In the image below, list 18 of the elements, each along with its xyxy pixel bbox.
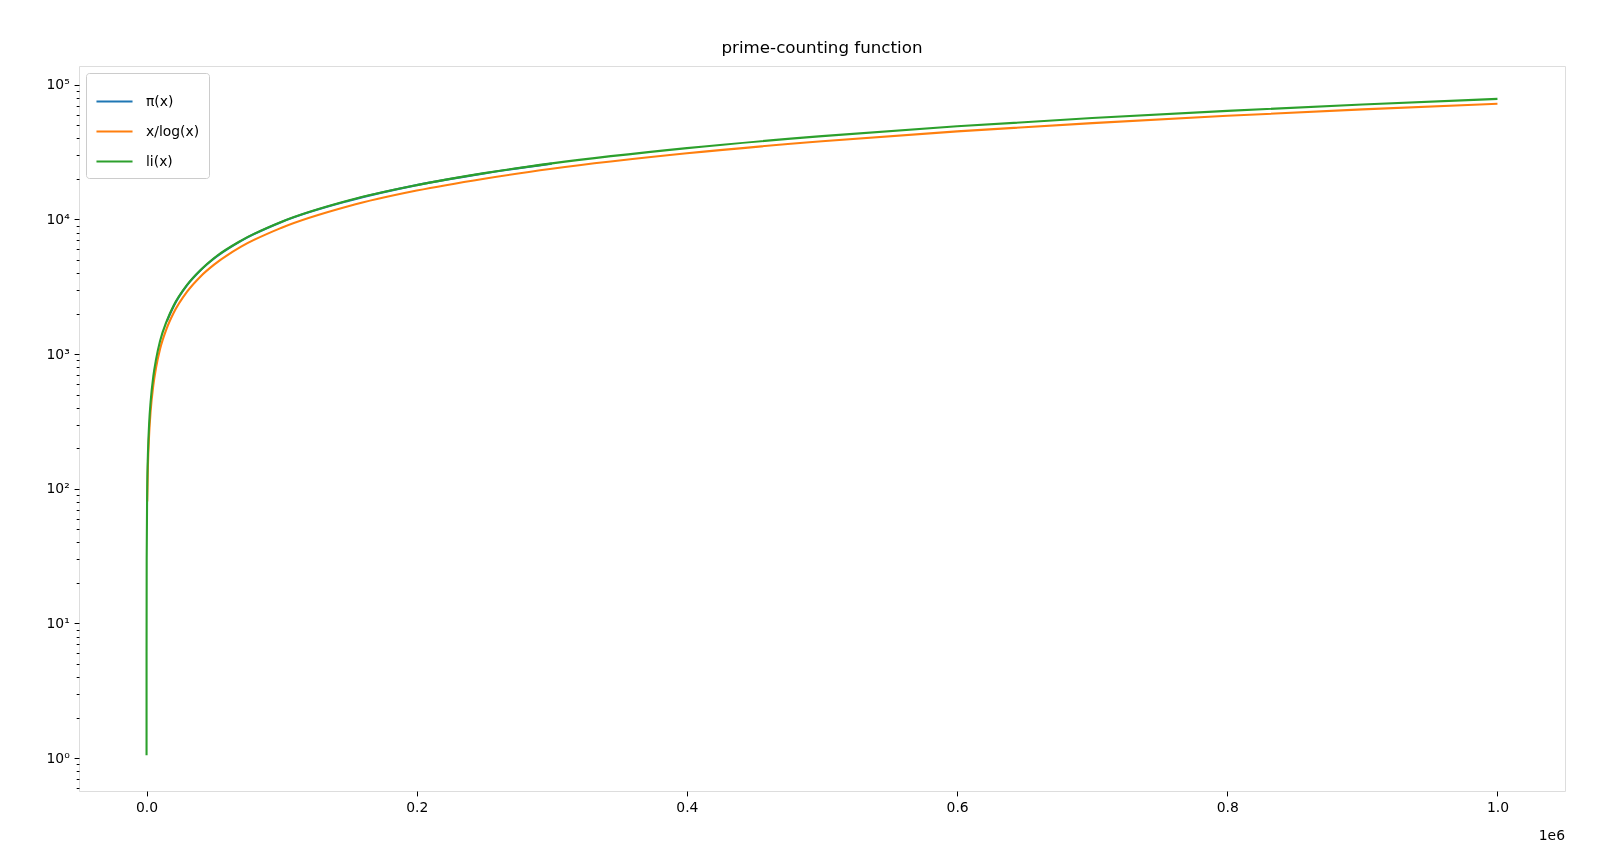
x-tick-label: 0.6 <box>946 799 969 816</box>
legend-label: π(x) <box>146 92 174 109</box>
y-tick-label: 10⁴ <box>46 210 71 227</box>
y-tick-label: 10² <box>46 480 70 497</box>
y-tick-label: 10¹ <box>46 614 70 631</box>
x-tick-label: 0.2 <box>406 799 429 816</box>
x-tick-label: 0.8 <box>1216 799 1239 816</box>
x-tick-label: 0.4 <box>676 799 699 816</box>
chart-title: prime-counting function <box>721 37 923 58</box>
x-tick-label: 1.0 <box>1486 799 1509 816</box>
line-series <box>145 97 1499 757</box>
text: 1e6 <box>1538 827 1565 843</box>
y-tick-label: 10⁰ <box>46 749 71 766</box>
y-tick-label: 10⁵ <box>46 76 70 93</box>
legend-label: x/log(x) <box>146 122 200 139</box>
legend-label: li(x) <box>146 152 173 169</box>
y-tick-label: 10³ <box>46 345 70 362</box>
x-tick-label: 0.0 <box>136 799 159 816</box>
